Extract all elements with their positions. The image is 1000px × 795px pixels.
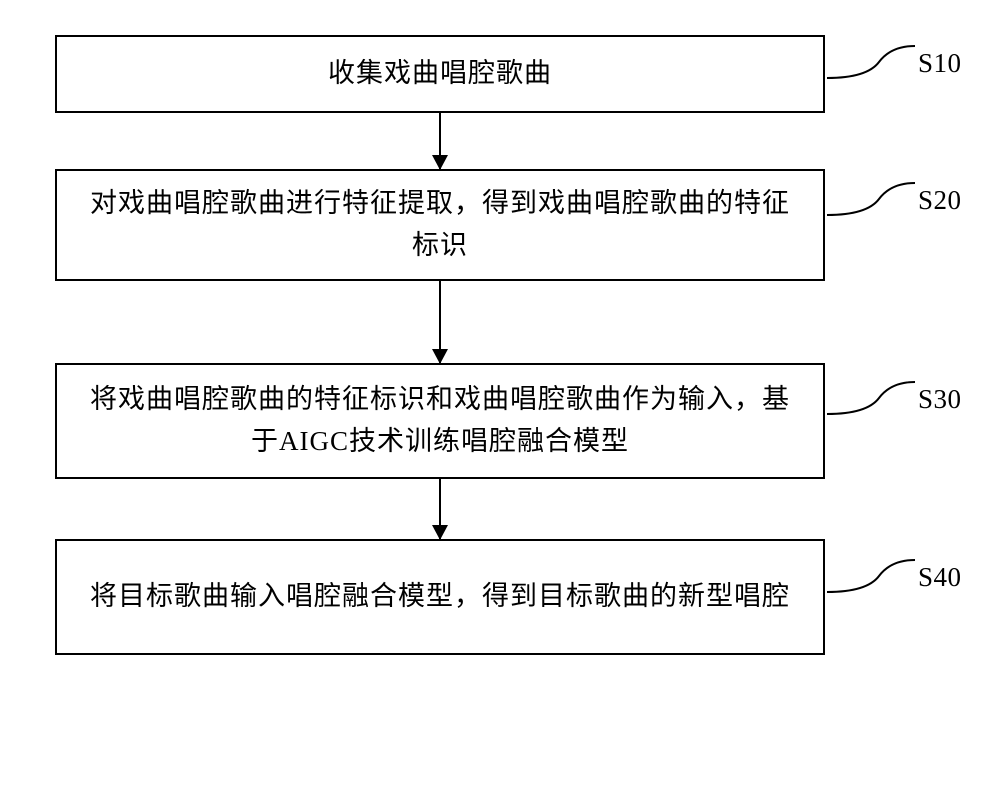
step-s40-text: 将目标歌曲输入唱腔融合模型，得到目标歌曲的新型唱腔 — [90, 576, 790, 618]
step-s20-text: 对戏曲唱腔歌曲进行特征提取，得到戏曲唱腔歌曲的特征标识 — [87, 183, 793, 267]
step-s30-text: 将戏曲唱腔歌曲的特征标识和戏曲唱腔歌曲作为输入，基于AIGC技术训练唱腔融合模型 — [87, 379, 793, 463]
arrow-s30-s40-wrap — [55, 479, 825, 539]
connector-s10 — [827, 38, 917, 94]
step-s30-box: 将戏曲唱腔歌曲的特征标识和戏曲唱腔歌曲作为输入，基于AIGC技术训练唱腔融合模型 — [55, 363, 825, 479]
step-s20-box: 对戏曲唱腔歌曲进行特征提取，得到戏曲唱腔歌曲的特征标识 — [55, 169, 825, 281]
connector-s30 — [827, 374, 917, 430]
flowchart-container: 收集戏曲唱腔歌曲 对戏曲唱腔歌曲进行特征提取，得到戏曲唱腔歌曲的特征标识 将戏曲… — [55, 35, 955, 655]
step-s10-text: 收集戏曲唱腔歌曲 — [328, 53, 552, 95]
connector-s40 — [827, 552, 917, 608]
arrow-s10-s20-wrap — [55, 113, 825, 169]
arrow-s10-s20 — [439, 113, 441, 169]
step-s10-box: 收集戏曲唱腔歌曲 — [55, 35, 825, 113]
step-s20-label: S20 — [918, 185, 962, 216]
arrow-s20-s30-wrap — [55, 281, 825, 363]
step-s30-label: S30 — [918, 384, 962, 415]
arrow-s20-s30 — [439, 281, 441, 363]
step-s10-label: S10 — [918, 48, 962, 79]
arrow-s30-s40 — [439, 479, 441, 539]
step-s40-box: 将目标歌曲输入唱腔融合模型，得到目标歌曲的新型唱腔 — [55, 539, 825, 655]
connector-s20 — [827, 175, 917, 231]
step-s40-label: S40 — [918, 562, 962, 593]
